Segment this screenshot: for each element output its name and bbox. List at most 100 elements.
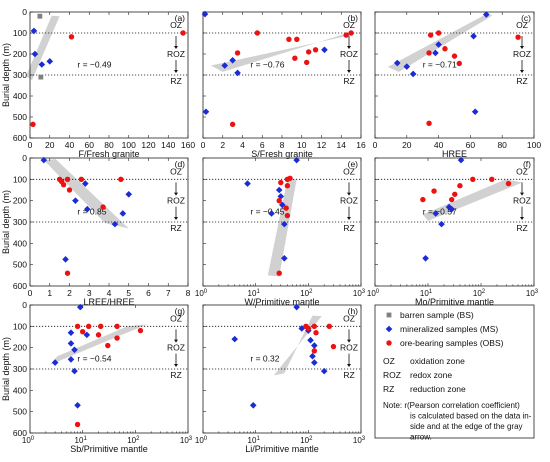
data-point-ms bbox=[125, 190, 133, 198]
legend-zone-desc: redox zone bbox=[410, 370, 452, 380]
data-point-obs bbox=[456, 60, 462, 67]
data-point-ms bbox=[46, 58, 54, 65]
y-tick-label: 0 bbox=[22, 7, 27, 17]
data-point-obs bbox=[105, 342, 111, 349]
legend-note-line: is calculated based on the data in- bbox=[410, 412, 532, 421]
data-point-obs bbox=[286, 36, 292, 42]
x-tick-label: 8 bbox=[280, 140, 285, 150]
x-tick-label: 100 bbox=[527, 140, 541, 150]
data-point-obs bbox=[420, 196, 426, 203]
data-point-obs bbox=[74, 421, 81, 428]
x-tick-label: 20 bbox=[402, 140, 412, 150]
data-point-obs bbox=[114, 323, 120, 330]
legend-frame bbox=[374, 304, 535, 439]
correlation-coefficient: r = −0.71 bbox=[423, 60, 457, 70]
x-tick-label: 102 bbox=[127, 436, 140, 445]
data-point-ms bbox=[293, 303, 300, 311]
data-point-obs bbox=[78, 176, 85, 183]
x-axis-label: S/Fresh granite bbox=[251, 149, 313, 159]
x-tick-label: 2 bbox=[67, 288, 72, 298]
data-point-bs bbox=[38, 74, 44, 80]
data-point-ms bbox=[448, 205, 455, 213]
panel-label: (b) bbox=[348, 13, 359, 23]
data-point-ms bbox=[62, 256, 69, 263]
data-point-obs bbox=[457, 183, 463, 189]
x-tick-label: 40 bbox=[434, 140, 444, 150]
x-axis-label: HREE bbox=[442, 149, 467, 159]
roz-label: ROZ bbox=[340, 196, 358, 206]
data-point-obs bbox=[234, 50, 241, 56]
y-tick-label: 200 bbox=[13, 196, 27, 206]
data-point-obs bbox=[64, 176, 71, 183]
y-tick-label: 300 bbox=[13, 70, 27, 80]
data-point-obs bbox=[79, 328, 86, 335]
data-point-obs bbox=[278, 179, 284, 186]
legend-zone-desc: oxidation zone bbox=[410, 356, 465, 366]
x-tick-label: 100 bbox=[367, 289, 380, 298]
y-tick-label: 500 bbox=[13, 260, 27, 270]
data-point-ms bbox=[277, 193, 285, 200]
x-tick-label: 0 bbox=[28, 140, 33, 150]
rz-label: RZ bbox=[170, 76, 181, 86]
y-tick-label: 200 bbox=[13, 49, 27, 59]
roz-label: ROZ bbox=[340, 343, 358, 353]
data-point-obs bbox=[118, 176, 124, 183]
data-point-ms bbox=[40, 156, 48, 164]
data-point-obs bbox=[66, 187, 73, 193]
oz-label: OZ bbox=[343, 313, 355, 323]
x-tick-label: 100 bbox=[195, 289, 208, 298]
x-axis-label: Li/Primitive mantle bbox=[245, 444, 319, 454]
x-tick-label: 101 bbox=[75, 436, 88, 445]
data-point-obs bbox=[60, 181, 67, 188]
y-tick-label: 300 bbox=[13, 217, 27, 227]
data-point-ms bbox=[71, 367, 78, 375]
x-tick-label: 120 bbox=[141, 140, 155, 150]
data-point-ms bbox=[111, 220, 119, 228]
data-point-ms bbox=[51, 359, 59, 366]
data-point-ms bbox=[307, 336, 314, 344]
data-point-obs bbox=[284, 212, 291, 219]
y-tick-label: 200 bbox=[13, 343, 27, 353]
panel-label: (h) bbox=[348, 306, 359, 316]
data-point-obs bbox=[305, 325, 312, 332]
data-point-obs bbox=[515, 34, 521, 40]
correlation-coefficient: r = 0.32 bbox=[250, 353, 279, 363]
x-tick-label: 160 bbox=[181, 140, 195, 150]
y-tick-label: 100 bbox=[13, 321, 27, 331]
roz-label: ROZ bbox=[167, 196, 185, 206]
legend-zone-abbr: OZ bbox=[383, 356, 395, 366]
down-arrow-head bbox=[174, 46, 178, 49]
y-tick-label: 600 bbox=[13, 281, 27, 291]
data-point-ms bbox=[82, 180, 89, 187]
correlation-arrow bbox=[210, 31, 352, 72]
x-tick-label: 100 bbox=[195, 436, 208, 445]
data-point-obs bbox=[435, 30, 442, 36]
roz-label: ROZ bbox=[167, 343, 185, 353]
data-point-ms bbox=[83, 205, 91, 213]
legend-marker-ms bbox=[385, 325, 393, 333]
legend-label-obs: ore-bearing samples (OBS) bbox=[400, 338, 504, 348]
y-tick-label: 500 bbox=[13, 407, 27, 417]
data-point-ms bbox=[67, 356, 75, 363]
x-tick-label: 2 bbox=[220, 140, 225, 150]
legend-zone-abbr: RZ bbox=[383, 384, 394, 394]
data-point-ms bbox=[268, 210, 275, 217]
legend-zone-desc: reduction zone bbox=[410, 384, 466, 394]
data-point-ms bbox=[281, 220, 288, 228]
down-arrow-head bbox=[520, 70, 524, 73]
data-point-obs bbox=[100, 204, 106, 210]
correlation-coefficient: r = −0.76 bbox=[250, 60, 284, 70]
x-tick-label: 0 bbox=[201, 140, 206, 150]
x-tick-label: 10 bbox=[297, 140, 307, 150]
panel-label: (d) bbox=[175, 159, 186, 169]
legend-note-line: arrow. bbox=[410, 433, 432, 442]
x-tick-label: 4 bbox=[107, 288, 112, 298]
data-point-ms bbox=[221, 62, 229, 69]
data-point-ms bbox=[298, 325, 306, 332]
panel-label: (g) bbox=[175, 306, 186, 316]
down-arrow-head bbox=[347, 192, 351, 196]
panel-b: 0 2 4 6 8 10 12 14 16 S/Fresh granite (b)OZ ROZ RZ r … bbox=[201, 10, 366, 159]
y-tick-label: 0 bbox=[22, 300, 27, 310]
data-point-ms bbox=[74, 401, 81, 409]
